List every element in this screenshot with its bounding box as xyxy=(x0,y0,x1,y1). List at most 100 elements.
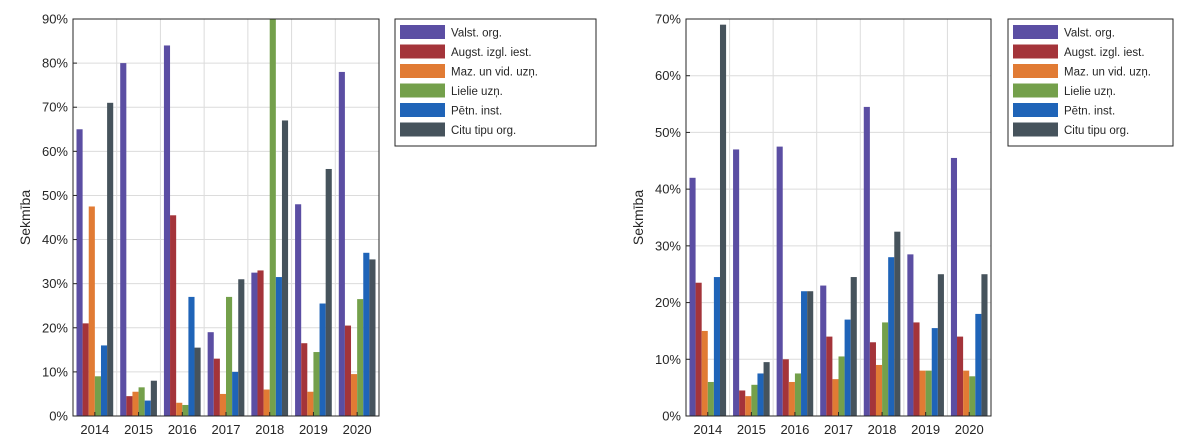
bar-maz-un-vid-uz--2020 xyxy=(963,370,970,416)
legend-entry: Valst. org. xyxy=(1064,28,1115,40)
legend-box xyxy=(394,18,597,147)
bar-lielie-uz--2015 xyxy=(138,387,145,416)
x-tick-label: 2018 xyxy=(868,422,897,437)
bar-citu-tipu-org--2020 xyxy=(981,274,988,416)
bar-p-tn-inst--2016 xyxy=(801,291,808,416)
bar-maz-un-vid-uz--2018 xyxy=(263,389,270,416)
y-tick-label: 50% xyxy=(42,188,68,203)
bar-augst-izgl-iest--2015 xyxy=(739,390,746,416)
bar-p-tn-inst--2018 xyxy=(275,277,282,416)
bar-maz-un-vid-uz--2018 xyxy=(875,364,883,416)
bar-maz-un-vid-uz--2016 xyxy=(788,381,795,416)
y-axis-label: Sekmība xyxy=(630,190,646,245)
y-tick-label: 40% xyxy=(42,232,68,247)
bar-maz-un-vid-uz--2015 xyxy=(132,391,139,416)
y-tick-label: 20% xyxy=(655,295,681,310)
bar-lielie-uz--2014 xyxy=(707,381,714,416)
bar-maz-un-vid-uz--2019 xyxy=(307,391,314,416)
bar-augst-izgl-iest--2014 xyxy=(82,323,89,416)
y-tick-label: 70% xyxy=(655,12,681,27)
bar-citu-tipu-org--2015 xyxy=(150,380,157,416)
bar-lielie-uz--2019 xyxy=(925,370,932,416)
y-tick-label: 80% xyxy=(42,56,68,71)
bar-augst-izgl-iest--2019 xyxy=(913,322,920,416)
legend-swatch xyxy=(400,64,445,78)
bar-valst-org--2018 xyxy=(863,106,870,417)
legend-entry: Maz. un vid. uzņ. xyxy=(451,67,538,79)
legend-entry: Pētn. inst. xyxy=(1064,106,1115,118)
y-tick-label: 40% xyxy=(655,182,681,197)
legend-swatch xyxy=(1013,25,1058,39)
bar-citu-tipu-org--2019 xyxy=(325,168,332,416)
y-tick-label: 70% xyxy=(42,100,68,115)
bar-augst-izgl-iest--2016 xyxy=(170,215,177,416)
bar-p-tn-inst--2017 xyxy=(232,371,239,416)
bar-p-tn-inst--2020 xyxy=(363,252,370,416)
y-tick-label: 60% xyxy=(42,144,68,159)
y-tick-label: 0% xyxy=(662,409,681,424)
bar-augst-izgl-iest--2018 xyxy=(257,270,264,416)
bar-augst-izgl-iest--2015 xyxy=(126,396,133,416)
legend-entry: Augst. izgl. iest. xyxy=(1064,47,1145,59)
bar-augst-izgl-iest--2014 xyxy=(695,282,702,416)
bar-citu-tipu-org--2016 xyxy=(194,347,201,416)
bar-p-tn-inst--2015 xyxy=(757,373,764,416)
bar-valst-org--2016 xyxy=(163,45,171,416)
bar-lielie-uz--2019 xyxy=(313,352,320,416)
legend-swatch xyxy=(1013,64,1058,78)
bar-valst-org--2017 xyxy=(207,332,214,416)
bar-valst-org--2016 xyxy=(776,146,783,416)
bar-p-tn-inst--2018 xyxy=(888,257,895,416)
legend-swatch xyxy=(1013,122,1058,137)
bar-augst-izgl-iest--2019 xyxy=(301,343,308,416)
bar-valst-org--2018 xyxy=(251,272,258,416)
bar-valst-org--2017 xyxy=(820,285,827,416)
bar-p-tn-inst--2017 xyxy=(844,319,851,416)
x-tick-label: 2019 xyxy=(911,422,940,437)
bar-lielie-uz--2016 xyxy=(794,373,802,416)
bar-augst-izgl-iest--2020 xyxy=(344,325,352,416)
x-tick-label: 2014 xyxy=(80,422,109,437)
bar-maz-un-vid-uz--2014 xyxy=(88,206,95,416)
bar-lielie-uz--2014 xyxy=(94,376,101,416)
bar-valst-org--2014 xyxy=(689,177,696,416)
x-tick-label: 2015 xyxy=(737,422,766,437)
bar-citu-tipu-org--2017 xyxy=(238,279,245,416)
bar-p-tn-inst--2020 xyxy=(975,313,982,416)
bar-citu-tipu-org--2016 xyxy=(807,291,814,416)
x-tick-label: 2018 xyxy=(255,422,284,437)
x-tick-label: 2019 xyxy=(299,422,328,437)
y-tick-label: 20% xyxy=(42,320,68,335)
bar-augst-izgl-iest--2020 xyxy=(957,336,964,416)
legend-entry: Citu tipu org. xyxy=(451,125,516,137)
bar-citu-tipu-org--2020 xyxy=(369,259,376,416)
bar-lielie-uz--2018 xyxy=(882,322,889,416)
legend-swatch xyxy=(400,122,445,137)
bar-augst-izgl-iest--2018 xyxy=(869,342,876,416)
x-tick-label: 2014 xyxy=(693,422,722,437)
bar-valst-org--2015 xyxy=(733,149,740,416)
x-tick-label: 2016 xyxy=(168,422,197,437)
bar-maz-un-vid-uz--2015 xyxy=(745,396,752,416)
legend-entry: Maz. un vid. uzņ. xyxy=(1064,67,1151,79)
bar-lielie-uz--2017 xyxy=(226,296,233,416)
bar-p-tn-inst--2015 xyxy=(144,400,151,416)
bar-valst-org--2019 xyxy=(907,254,914,416)
bar-citu-tipu-org--2019 xyxy=(937,274,944,416)
y-tick-label: 90% xyxy=(42,12,68,27)
bar-maz-un-vid-uz--2020 xyxy=(351,374,358,416)
x-tick-label: 2015 xyxy=(124,422,153,437)
bar-p-tn-inst--2014 xyxy=(713,277,720,416)
bar-p-tn-inst--2016 xyxy=(188,296,195,416)
y-tick-label: 50% xyxy=(655,125,681,140)
bar-maz-un-vid-uz--2019 xyxy=(919,370,926,416)
bar-maz-un-vid-uz--2017 xyxy=(832,379,839,416)
bar-lielie-uz--2017 xyxy=(838,356,845,416)
bar-citu-tipu-org--2018 xyxy=(281,120,289,416)
bar-citu-tipu-org--2015 xyxy=(763,362,770,416)
legend-swatch xyxy=(400,25,445,39)
x-tick-label: 2017 xyxy=(824,422,853,437)
x-tick-label: 2020 xyxy=(955,422,984,437)
bar-citu-tipu-org--2014 xyxy=(719,24,727,417)
